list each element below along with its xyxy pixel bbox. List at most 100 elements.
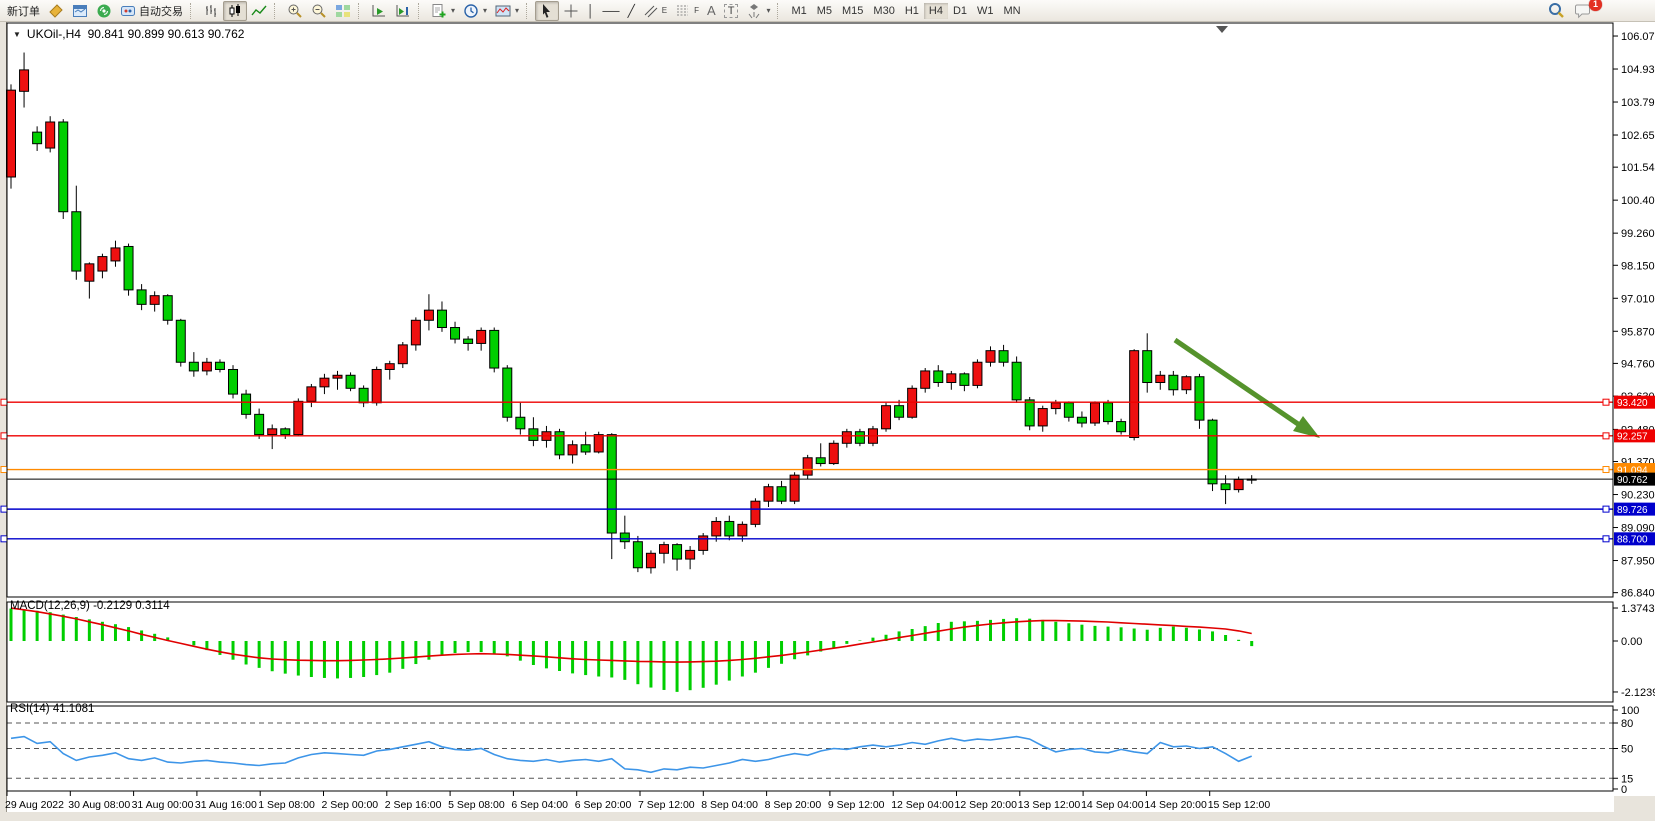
svg-text:9 Sep 12:00: 9 Sep 12:00: [828, 799, 885, 811]
vline-icon: │: [587, 3, 595, 18]
channel-sub-label: E: [661, 6, 668, 15]
svg-text:0.00: 0.00: [1621, 636, 1642, 648]
new-order-icon: [48, 3, 64, 19]
svg-text:31 Aug 00:00: 31 Aug 00:00: [132, 799, 194, 811]
crosshair-icon: [563, 3, 579, 19]
svg-text:50: 50: [1621, 744, 1633, 756]
time-axis[interactable]: [7, 791, 1613, 813]
autotrading-button[interactable]: 自动交易: [116, 1, 187, 21]
svg-text:15: 15: [1621, 773, 1633, 785]
auto-scroll-button[interactable]: [367, 1, 391, 21]
cursor-button[interactable]: [535, 0, 560, 21]
svg-text:14 Sep 20:00: 14 Sep 20:00: [1144, 799, 1207, 811]
label-button[interactable]: T: [720, 1, 743, 21]
zoom-in-button[interactable]: [283, 1, 307, 21]
svg-text:5 Sep 08:00: 5 Sep 08:00: [448, 799, 505, 811]
svg-text:30 Aug 08:00: 30 Aug 08:00: [68, 799, 130, 811]
trendline-icon: ╱: [627, 3, 635, 18]
svg-text:97.010: 97.010: [1621, 293, 1655, 305]
new-order-button[interactable]: 新订单: [3, 1, 44, 21]
bar-chart-button[interactable]: [199, 1, 223, 21]
zoom-in-icon: [287, 3, 303, 19]
svg-text:100: 100: [1621, 705, 1639, 717]
periods-button[interactable]: ▾: [459, 1, 491, 21]
fibo-sub-label: F: [694, 6, 700, 15]
cursor-icon: [539, 3, 555, 19]
tab-timeframe-d1[interactable]: D1: [952, 4, 968, 17]
svg-text:91.094: 91.094: [1617, 465, 1648, 476]
indicators-button[interactable]: ▾: [427, 1, 459, 21]
svg-text:98.150: 98.150: [1621, 260, 1655, 272]
toolbar-separator: [190, 2, 195, 19]
indicators-icon: [431, 3, 447, 19]
svg-text:102.650: 102.650: [1621, 130, 1655, 142]
trendline-button[interactable]: ╱: [624, 1, 639, 21]
svg-text:8 Sep 20:00: 8 Sep 20:00: [765, 799, 822, 811]
svg-text:13 Sep 12:00: 13 Sep 12:00: [1018, 799, 1081, 811]
new-order-icon-button[interactable]: [44, 1, 68, 21]
svg-text:6 Sep 20:00: 6 Sep 20:00: [575, 799, 632, 811]
chevron-down-icon: ▾: [451, 6, 456, 15]
svg-text:100.400: 100.400: [1621, 195, 1655, 207]
periods-icon: [463, 3, 479, 19]
tab-timeframe-m15[interactable]: M15: [842, 4, 864, 17]
hline-button[interactable]: ──: [599, 1, 624, 21]
line-chart-button[interactable]: [247, 1, 271, 21]
search-icon[interactable]: [1548, 2, 1564, 18]
svg-text:1 Sep 08:00: 1 Sep 08:00: [258, 799, 315, 811]
signals-button[interactable]: [92, 1, 116, 21]
tab-timeframe-m5[interactable]: M5: [816, 4, 833, 17]
svg-text:87.950: 87.950: [1621, 556, 1655, 568]
new-order-label: 新订单: [7, 5, 40, 18]
toolbar-separator: [526, 2, 531, 19]
channel-icon: [643, 3, 659, 19]
svg-text:103.790: 103.790: [1621, 97, 1655, 109]
tab-timeframe-h4[interactable]: H4: [923, 2, 948, 19]
vline-button[interactable]: │: [583, 1, 599, 21]
toolbar-separator: [274, 2, 279, 19]
bar-chart-icon: [203, 3, 219, 19]
chart-shift-button[interactable]: [391, 1, 415, 21]
chart-menu-arrow[interactable]: ▼: [13, 30, 21, 39]
shapes-button[interactable]: ▾: [742, 1, 774, 21]
text-button[interactable]: A: [703, 1, 720, 21]
notification-badge: 1: [1589, 0, 1602, 11]
svg-text:88.700: 88.700: [1617, 535, 1648, 546]
tile-windows-button[interactable]: [331, 1, 355, 21]
rsi-indicator-label: RSI(14) 41.1081: [10, 703, 95, 715]
toolbar-separator: [777, 2, 782, 19]
tab-timeframe-m30[interactable]: M30: [873, 4, 895, 17]
chart-shift-icon: [395, 3, 411, 19]
macd-indicator-label: MACD(12,26,9) -0.2129 0.3114: [10, 600, 170, 612]
zoom-out-button[interactable]: [307, 1, 331, 21]
market-watch-button[interactable]: [68, 1, 92, 21]
candle-chart-button[interactable]: [223, 0, 247, 21]
svg-text:6 Sep 04:00: 6 Sep 04:00: [511, 799, 568, 811]
auto-scroll-icon: [371, 3, 387, 19]
svg-text:-2.1239: -2.1239: [1621, 687, 1655, 699]
svg-text:89.090: 89.090: [1621, 523, 1655, 535]
channel-button[interactable]: E: [639, 1, 671, 21]
tab-timeframe-w1[interactable]: W1: [977, 4, 994, 17]
chevron-down-icon: ▾: [483, 6, 488, 15]
svg-text:104.930: 104.930: [1621, 64, 1655, 76]
crosshair-button[interactable]: [559, 1, 583, 21]
price-axis[interactable]: [1613, 23, 1655, 791]
tab-timeframe-m1[interactable]: M1: [791, 4, 807, 17]
market-watch-icon: [72, 3, 88, 19]
template-button[interactable]: ▾: [491, 1, 523, 21]
hline-icon: ──: [602, 3, 620, 18]
toolbar-right-icons: 1: [1548, 0, 1602, 19]
tab-timeframe-mn[interactable]: MN: [1003, 4, 1021, 17]
fibonacci-button[interactable]: F: [671, 1, 703, 21]
tab-timeframe-h1[interactable]: H1: [904, 4, 919, 17]
chat-icon[interactable]: 1: [1574, 0, 1602, 19]
main-toolbar: 新订单 自动交易 ▾ ▾ ▾ │ ── ╱ E F A T ▾: [0, 0, 1655, 22]
svg-text:89.726: 89.726: [1617, 505, 1648, 516]
svg-text:12 Sep 04:00: 12 Sep 04:00: [891, 799, 954, 811]
svg-text:90.230: 90.230: [1621, 490, 1655, 502]
svg-text:86.840: 86.840: [1621, 588, 1655, 600]
toolbar-separator: [358, 2, 363, 19]
tile-windows-icon: [335, 3, 351, 19]
